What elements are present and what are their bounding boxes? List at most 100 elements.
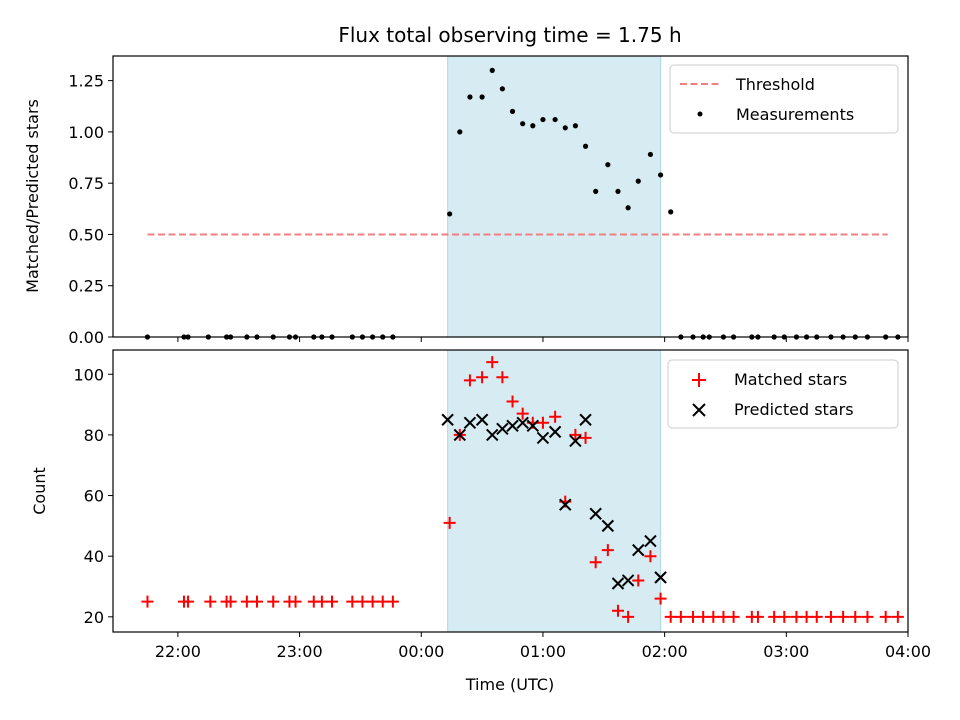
observing-span (447, 55, 662, 338)
predicted-point (526, 419, 540, 433)
count-y-ticks: 20 40 60 80 100 (73, 365, 113, 627)
y-tick-label: 0.00 (68, 328, 104, 347)
chart-title: Flux total observing time = 1.75 h (338, 23, 681, 47)
measurement-point (520, 121, 526, 127)
measurement-point (457, 129, 463, 135)
predicted-point (601, 519, 615, 533)
y-tick-label: 20 (84, 608, 104, 627)
measurement-point (593, 188, 599, 194)
matched-point (654, 592, 667, 605)
count-y-axis-label: Count (30, 467, 49, 515)
predicted-legend-label: Predicted stars (734, 400, 854, 419)
measurement-point (540, 116, 546, 123)
matched-point (356, 595, 369, 608)
matched-point (751, 610, 764, 623)
matched-point (289, 595, 302, 608)
measurement-point (615, 188, 621, 194)
measurement-point (552, 116, 558, 123)
ratio-y-axis-label: Matched/Predicted stars (23, 99, 42, 293)
ratio-legend-box (669, 64, 899, 134)
measurement-point (530, 123, 536, 129)
matched-point (240, 595, 253, 608)
measurement-point (467, 94, 473, 100)
matched-point (622, 610, 635, 623)
matched-point (443, 516, 456, 529)
matched-point (697, 610, 710, 623)
matched-point (141, 595, 154, 608)
x-tick-label: 00:00 (398, 642, 444, 661)
count-legend: Matched stars Predicted stars (667, 359, 899, 429)
measurement-point (668, 209, 674, 215)
matched-legend-label: Matched stars (734, 370, 847, 389)
matched-point (611, 604, 624, 617)
matched-point (632, 574, 645, 587)
matched-point (496, 371, 509, 384)
predicted-point (548, 425, 562, 439)
measurement-point (447, 211, 453, 217)
predicted-legend-swatch (692, 403, 706, 417)
measurement-point (499, 86, 505, 92)
count-x-axis-label: Time (UTC) (465, 675, 554, 694)
y-tick-label: 0.50 (68, 225, 104, 244)
x-tick-label: 23:00 (277, 642, 323, 661)
measurement-point (625, 205, 631, 211)
predicted-point (453, 428, 467, 442)
predicted-point (496, 422, 509, 436)
y-tick-label: 80 (84, 426, 104, 445)
measurement-point (489, 67, 495, 73)
predicted-point (654, 571, 667, 584)
measurement-point (647, 151, 654, 158)
predicted-point (621, 574, 635, 587)
predicted-point (579, 413, 592, 426)
matched-point (589, 556, 602, 569)
measurement-point (635, 178, 641, 184)
matched-point (315, 595, 328, 608)
measurement-point (605, 162, 611, 168)
matched-point (579, 431, 592, 444)
matched-point (849, 610, 862, 623)
y-tick-label: 1.00 (68, 123, 104, 142)
measurements-legend-swatch (697, 111, 703, 117)
x-tick-label: 22:00 (155, 642, 201, 661)
matched-point (644, 550, 657, 563)
matched-point (861, 610, 874, 623)
ratio-y-ticks: 0.00 0.25 0.50 0.75 1.00 1.25 (68, 72, 113, 347)
count-legend-box (667, 359, 899, 429)
predicted-point (589, 507, 602, 520)
matched-point (486, 356, 499, 369)
matched-point (707, 610, 720, 623)
matched-point (182, 595, 195, 608)
matched-point (601, 544, 614, 557)
predicted-point (506, 419, 519, 433)
matched-point (800, 610, 813, 623)
matched-point (674, 610, 687, 623)
predicted-point (559, 498, 572, 511)
ratio-panel: 0.00 0.25 0.50 0.75 1.00 1.25 Matched/Predict… (23, 55, 909, 347)
matched-point (536, 416, 549, 429)
predicted-point (486, 428, 499, 442)
matched-point (778, 610, 791, 623)
y-tick-label: 60 (84, 487, 104, 506)
measurement-point (582, 143, 589, 149)
predicted-point (569, 434, 582, 448)
predicted-point (611, 577, 625, 590)
measurement-point (572, 123, 578, 129)
matched-point (326, 595, 339, 608)
count-panel: 20 40 60 80 100 22:00 23:00 00:00 01:00 02:00 03:… (30, 349, 931, 694)
ratio-x-ticks (177, 337, 909, 342)
matched-point (824, 610, 837, 623)
matched-point (879, 610, 892, 623)
predicted-point (441, 413, 454, 426)
x-tick-label: 04:00 (885, 642, 931, 661)
measurements-legend-label: Measurements (736, 105, 854, 124)
matched-point (664, 610, 677, 623)
y-tick-label: 40 (84, 547, 104, 566)
measurement-point (509, 108, 516, 114)
matched-point (569, 428, 582, 441)
matched-point (891, 610, 904, 623)
matched-point (476, 371, 489, 384)
predicted-point (644, 534, 657, 548)
measurement-point (479, 94, 485, 100)
matched-point (717, 610, 730, 623)
